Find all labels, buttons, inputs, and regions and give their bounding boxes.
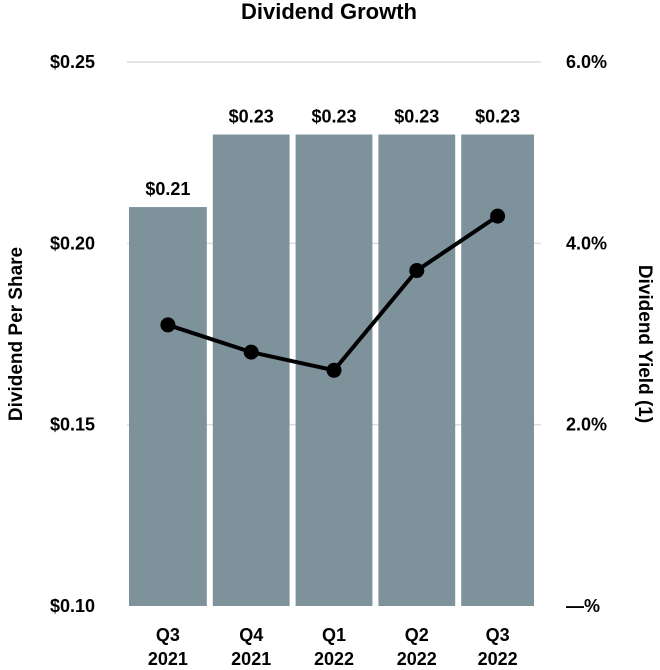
bar bbox=[378, 134, 456, 607]
left-axis-label: Dividend Per Share bbox=[6, 247, 27, 421]
category-label: Q1 2022 bbox=[314, 625, 354, 669]
bar-data-label: $0.21 bbox=[145, 179, 190, 199]
yield-point bbox=[326, 362, 342, 378]
left-axis-ticks: $0.10 $0.15 $0.20 $0.25 bbox=[50, 52, 95, 616]
left-tick-label: $0.10 bbox=[50, 596, 95, 616]
left-tick-label: $0.25 bbox=[50, 52, 95, 72]
category-label: Q3 2022 bbox=[478, 625, 518, 669]
bar bbox=[461, 134, 534, 607]
right-axis-ticks: —% 2.0% 4.0% 6.0% bbox=[566, 52, 607, 616]
yield-line-series bbox=[160, 208, 506, 378]
category-label: Q3 2021 bbox=[148, 625, 188, 669]
right-axis-label: Dividend Yield (1) bbox=[634, 265, 655, 423]
right-tick-label: —% bbox=[566, 596, 600, 616]
bar-data-labels: $0.21 $0.23 $0.23 $0.23 $0.23 bbox=[145, 107, 520, 200]
left-tick-label: $0.20 bbox=[50, 233, 95, 253]
yield-point bbox=[243, 344, 259, 360]
right-tick-label: 2.0% bbox=[566, 415, 607, 435]
bar-data-label: $0.23 bbox=[229, 107, 274, 127]
right-tick-label: 4.0% bbox=[566, 233, 607, 253]
left-tick-label: $0.15 bbox=[50, 415, 95, 435]
category-label: Q4 2021 bbox=[231, 625, 271, 669]
yield-point bbox=[160, 317, 176, 333]
category-label: Q2 2022 bbox=[397, 625, 437, 669]
chart-title: Dividend Growth bbox=[241, 0, 417, 24]
bar-data-label: $0.23 bbox=[311, 107, 356, 127]
bar bbox=[129, 207, 207, 607]
right-tick-label: 6.0% bbox=[566, 52, 607, 72]
category-axis: Q3 2021 Q4 2021 Q1 2022 Q2 2022 Q3 2022 bbox=[148, 625, 518, 669]
bar-data-label: $0.23 bbox=[394, 107, 439, 127]
bar bbox=[212, 134, 290, 607]
yield-point bbox=[409, 263, 425, 279]
bars bbox=[129, 134, 534, 607]
bar-data-label: $0.23 bbox=[475, 107, 520, 127]
yield-point bbox=[490, 208, 506, 224]
